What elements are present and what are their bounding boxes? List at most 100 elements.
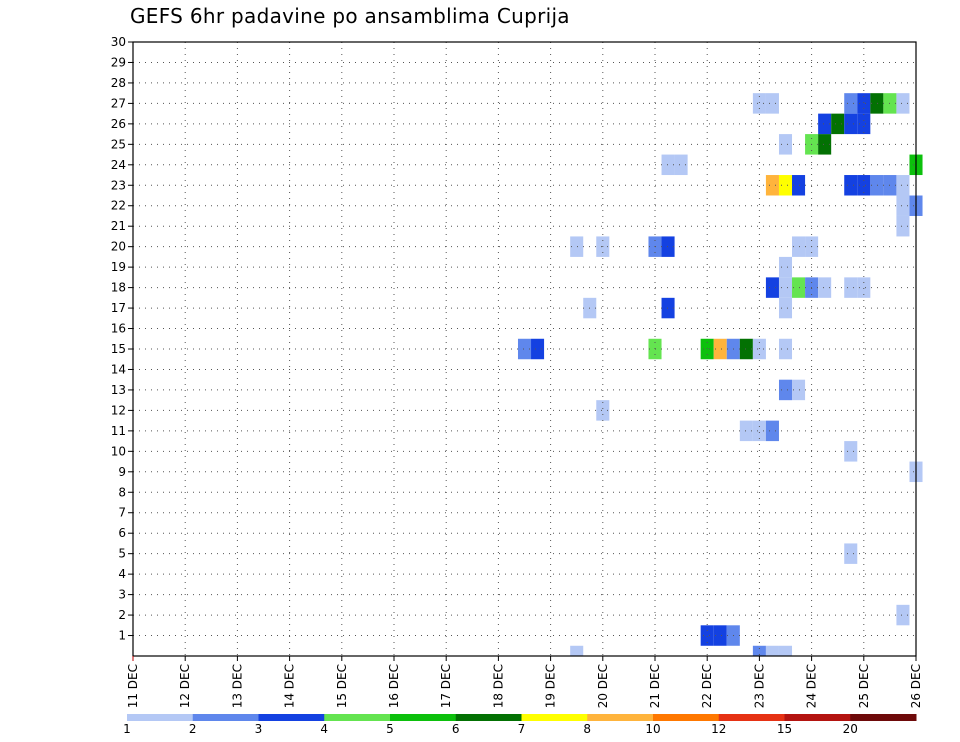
x-tick-label-6: 17 DEC <box>439 664 453 708</box>
colorbar-label-10: 15 <box>777 722 792 736</box>
cell-60 <box>752 93 766 114</box>
colorbar-swatch-6 <box>521 714 588 721</box>
y-tick-label-15: 15 <box>111 342 126 356</box>
y-axis: 1234567891011121314151617181920212223242… <box>111 35 133 643</box>
colorbar-label-5: 6 <box>452 722 460 736</box>
cell-19 <box>739 338 753 360</box>
y-tick-label-7: 7 <box>118 506 126 520</box>
y-tick-label-29: 29 <box>111 55 126 69</box>
x-tick-label-9: 20 DEC <box>596 664 610 708</box>
cell-10 <box>596 400 610 421</box>
x-tick-label-1: 12 DEC <box>178 664 192 708</box>
cell-51 <box>674 154 688 176</box>
colorbar-swatch-7 <box>587 714 654 721</box>
x-tick-label-2: 13 DEC <box>230 664 244 708</box>
cell-26 <box>778 277 793 298</box>
cell-27 <box>792 277 806 298</box>
y-tick-label-18: 18 <box>111 281 126 295</box>
cell-39 <box>896 215 910 237</box>
y-tick-label-12: 12 <box>111 403 126 417</box>
colorbar-label-3: 4 <box>320 722 328 736</box>
cell-3 <box>896 604 910 626</box>
y-tick-label-3: 3 <box>118 588 126 602</box>
cell-0 <box>700 625 714 646</box>
cell-25 <box>765 277 779 298</box>
y-tick-label-28: 28 <box>111 76 126 90</box>
colorbar-swatch-1 <box>192 714 259 721</box>
y-tick-label-25: 25 <box>111 137 126 151</box>
y-tick-label-8: 8 <box>118 485 126 499</box>
cell-29 <box>818 277 832 298</box>
colorbar-swatch-2 <box>258 714 325 721</box>
cells-layer <box>517 93 923 656</box>
cell-70 <box>778 645 793 656</box>
cell-61 <box>765 93 779 114</box>
cell-21 <box>778 338 793 360</box>
cell-69 <box>765 645 779 656</box>
y-tick-label-1: 1 <box>118 629 126 643</box>
y-tick-label-14: 14 <box>111 362 126 376</box>
y-tick-label-9: 9 <box>118 465 126 479</box>
cell-14 <box>531 338 545 360</box>
colorbar: 1 2 3 4 5 6 7 8 10 12 15 20 <box>123 714 917 736</box>
cell-33 <box>570 236 584 257</box>
cell-11 <box>778 379 793 401</box>
y-tick-label-5: 5 <box>118 547 126 561</box>
y-tick-label-26: 26 <box>111 117 126 131</box>
y-tick-label-17: 17 <box>111 301 126 315</box>
y-tick-label-30: 30 <box>111 35 126 49</box>
colorbar-swatch-8 <box>653 714 720 721</box>
colorbar-label-1: 2 <box>189 722 197 736</box>
cell-47 <box>870 175 884 196</box>
cell-37 <box>792 236 806 257</box>
cell-9 <box>765 420 779 442</box>
cell-31 <box>857 277 871 298</box>
cell-63 <box>857 93 871 114</box>
x-tick-label-0: 11 DEC <box>126 664 140 708</box>
x-tick-label-8: 19 DEC <box>544 664 558 708</box>
colorbar-swatch-5 <box>455 714 522 721</box>
colorbar-label-0: 1 <box>123 722 131 736</box>
colorbar-swatch-3 <box>324 714 391 721</box>
colorbar-label-4: 5 <box>386 722 394 736</box>
cell-46 <box>857 175 871 196</box>
colorbar-swatch-4 <box>390 714 457 721</box>
x-tick-label-12: 23 DEC <box>752 664 766 708</box>
colorbar-label-8: 10 <box>645 722 660 736</box>
cell-16 <box>700 338 714 360</box>
cell-64 <box>870 93 884 114</box>
cell-68 <box>752 645 766 656</box>
cell-32 <box>778 256 793 278</box>
cell-36 <box>661 236 675 257</box>
cell-13 <box>517 338 532 360</box>
x-tick-label-15: 26 DEC <box>909 664 923 708</box>
cell-67 <box>570 645 584 656</box>
x-tick-label-10: 21 DEC <box>648 664 662 708</box>
y-tick-label-4: 4 <box>118 567 126 581</box>
y-tick-label-2: 2 <box>118 608 126 622</box>
cell-30 <box>844 277 858 298</box>
cell-8 <box>752 420 766 442</box>
colorbar-label-2: 3 <box>255 722 263 736</box>
x-tick-label-5: 16 DEC <box>387 664 401 708</box>
cell-58 <box>844 113 858 135</box>
colorbar-swatch-9 <box>718 714 785 721</box>
cell-50 <box>661 154 675 176</box>
colorbar-swatch-0 <box>127 714 194 721</box>
x-tick-label-4: 15 DEC <box>335 664 349 708</box>
cell-44 <box>792 175 806 196</box>
cell-42 <box>765 175 779 196</box>
x-tick-label-7: 18 DEC <box>491 664 505 708</box>
cell-6 <box>844 441 858 462</box>
chart-title: GEFS 6hr padavine po ansamblima Cuprija <box>130 4 570 28</box>
cell-20 <box>752 338 766 360</box>
y-tick-label-19: 19 <box>111 260 126 274</box>
x-tick-label-11: 22 DEC <box>700 664 714 708</box>
cell-17 <box>713 338 727 360</box>
cell-24 <box>778 297 793 319</box>
x-tick-label-3: 14 DEC <box>283 664 297 708</box>
y-tick-label-22: 22 <box>111 199 126 213</box>
colorbar-swatch-11 <box>850 714 917 721</box>
cell-7 <box>739 420 753 442</box>
